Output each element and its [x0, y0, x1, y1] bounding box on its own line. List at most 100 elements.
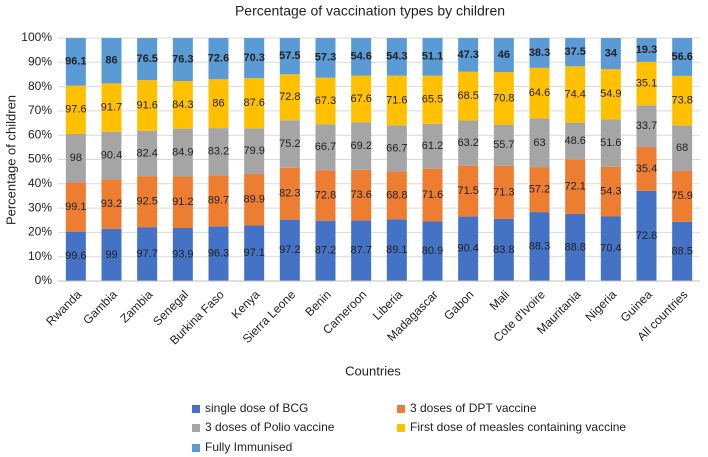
y-tick-label: 40%: [28, 176, 52, 190]
data-label: 88.5: [671, 245, 692, 257]
data-label: 19.3: [636, 44, 657, 56]
data-label: 89.1: [386, 244, 407, 256]
bar-segment: [422, 75, 443, 124]
legend-swatch: [192, 444, 200, 452]
data-label: 46: [498, 49, 510, 61]
bar-segment: [351, 38, 372, 76]
bar-segment: [458, 216, 479, 281]
data-label: 89.7: [208, 195, 229, 207]
data-label: 84.9: [172, 146, 193, 158]
data-label: 83.2: [208, 146, 229, 158]
data-label: 57.5: [279, 50, 300, 62]
bar-segment: [172, 38, 193, 82]
data-label: 61.2: [422, 140, 443, 152]
bar-segment: [137, 227, 158, 281]
data-label: 93.9: [172, 248, 193, 260]
data-label: 76.5: [136, 53, 157, 65]
bar-segment: [279, 219, 300, 281]
bar-segment: [315, 220, 336, 281]
bar-segment: [351, 75, 372, 123]
bar-segment: [279, 120, 300, 168]
data-label: 82.4: [136, 147, 157, 159]
data-label: 90.4: [457, 243, 478, 255]
data-label: 74.4: [564, 88, 585, 100]
bar-segment: [65, 182, 86, 232]
data-label: 67.6: [350, 93, 371, 105]
bar-segment: [279, 167, 300, 220]
bar-segment: [244, 225, 265, 281]
bar-segment: [565, 66, 586, 123]
bar-segment: [493, 38, 514, 73]
bar-segment: [529, 212, 550, 281]
bar-segment: [493, 165, 514, 219]
data-label: 55.7: [493, 139, 514, 151]
bar-segment: [65, 85, 86, 134]
bar-segment: [422, 123, 443, 169]
legend-label: single dose of BCG: [205, 401, 308, 415]
data-label: 71.3: [493, 186, 514, 198]
chart-title: Percentage of vaccination types by child…: [235, 3, 505, 19]
bar-segment: [137, 176, 158, 228]
y-tick-label: 50%: [28, 152, 52, 166]
bar-segment: [65, 133, 86, 183]
data-label: 99: [105, 249, 117, 261]
bar-segment: [244, 78, 265, 129]
data-label: 97.6: [65, 104, 86, 116]
y-tick-label: 60%: [28, 127, 52, 141]
data-label: 70.4: [600, 243, 621, 255]
legend-swatch: [397, 405, 405, 413]
data-label: 76.3: [172, 53, 193, 65]
data-label: 86: [105, 55, 117, 67]
y-tick-label: 20%: [28, 225, 52, 239]
data-label: 97.7: [136, 248, 157, 260]
data-label: 71.6: [386, 94, 407, 106]
bar-segment: [672, 125, 693, 171]
bar-segment: [636, 147, 657, 191]
bar-segment: [422, 38, 443, 76]
data-label: 70.3: [243, 52, 264, 64]
legend-swatch: [192, 405, 200, 413]
x-tick-label: Gambia: [80, 287, 120, 327]
data-label: 80.9: [422, 245, 443, 257]
bar-segment: [600, 216, 621, 281]
bar-segment: [565, 122, 586, 160]
bar-segment: [600, 119, 621, 167]
data-label: 47.3: [457, 49, 478, 61]
bar-segment: [529, 38, 550, 68]
bar-segment: [65, 231, 86, 281]
bar-segment: [315, 124, 336, 171]
data-label: 96.1: [65, 56, 86, 68]
data-label: 54.9: [600, 88, 621, 100]
data-label: 56.6: [671, 51, 692, 63]
data-label: 97.1: [243, 247, 264, 259]
bar-segment: [351, 122, 372, 170]
bar-segment: [458, 120, 479, 166]
data-label: 96.3: [208, 248, 229, 260]
bar-segment: [101, 38, 122, 84]
data-label: 69.2: [350, 140, 371, 152]
data-label: 63: [533, 137, 545, 149]
data-label: 87.2: [315, 245, 336, 257]
bar-segment: [386, 219, 407, 281]
data-label: 99.6: [65, 250, 86, 262]
data-label: 90.4: [101, 150, 122, 162]
bar-segment: [636, 105, 657, 148]
bar-segment: [386, 75, 407, 126]
bar-segment: [493, 218, 514, 281]
bar-segment: [529, 118, 550, 168]
bar-segment: [172, 228, 193, 281]
x-tick-label: Kenya: [229, 287, 263, 321]
data-label: 91.6: [136, 99, 157, 111]
bar-segment: [422, 221, 443, 281]
y-tick-label: 70%: [28, 103, 52, 117]
data-label: 71.5: [457, 185, 478, 197]
data-label: 54.3: [600, 186, 621, 198]
bar-segment: [101, 228, 122, 281]
data-label: 51.1: [422, 51, 443, 63]
data-label: 83.8: [493, 244, 514, 256]
bar-segment: [529, 67, 550, 119]
data-label: 87.7: [350, 245, 371, 257]
bar-segment: [386, 125, 407, 172]
data-label: 97.2: [279, 244, 300, 256]
